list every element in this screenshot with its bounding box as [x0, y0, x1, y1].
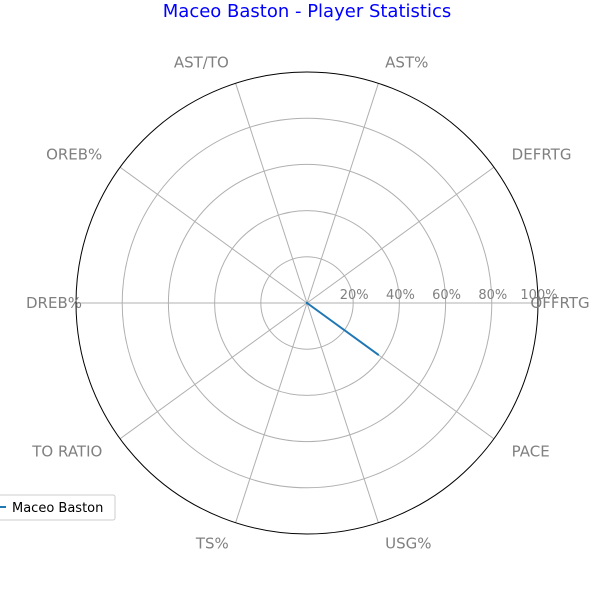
axis-label-usg-: USG% — [385, 535, 431, 553]
spoke-ast- — [306, 83, 379, 304]
axis-label-ast-to: AST/TO — [174, 53, 229, 71]
grid-circle-20 — [260, 256, 354, 350]
tick-label-80: 80% — [478, 288, 507, 303]
spoke-usg- — [306, 302, 379, 523]
legend: Maceo Baston — [0, 494, 116, 521]
radial-tick-labels: 20% 40% 60% 80% 100% — [340, 288, 558, 303]
axis-label-offrtg: OFFRTG — [530, 294, 589, 312]
grid-circle-80 — [121, 117, 493, 489]
chart-title: Maceo Baston - Player Statistics — [163, 1, 451, 22]
tick-label-60: 60% — [432, 288, 461, 303]
legend-label-maceo-baston: Maceo Baston — [12, 501, 103, 516]
radar-grid — [75, 71, 539, 535]
axis-labels: OFFRTG DEFRTG AST% AST/TO OREB% DREB% TO RATIO… — [26, 53, 590, 552]
axis-label-dreb-: DREB% — [26, 294, 82, 312]
spoke-ast-to — [235, 83, 308, 304]
tick-label-20: 20% — [340, 288, 369, 303]
series-line-maceo-baston — [306, 302, 380, 356]
data-point-usg- — [306, 302, 308, 304]
tick-label-40: 40% — [386, 288, 415, 303]
axis-label-oreb-: OREB% — [46, 145, 102, 163]
axis-label-defrtg: DEFRTG — [512, 145, 572, 163]
spoke-ts- — [235, 302, 308, 523]
data-point-pace — [377, 353, 380, 356]
spoke-defrtg — [306, 166, 495, 304]
axis-label-ast-: AST% — [385, 53, 428, 71]
tick-label-100: 100% — [520, 288, 557, 303]
spoke-oreb- — [119, 166, 308, 304]
axis-label-to-ratio: TO RATIO — [31, 443, 102, 461]
grid-circle-40 — [214, 210, 400, 396]
outer-circle — [75, 71, 539, 535]
series-layer — [306, 302, 380, 356]
spoke-to-ratio — [119, 302, 308, 440]
axis-label-pace: PACE — [512, 443, 550, 461]
legend-frame — [0, 494, 116, 521]
grid-circle-60 — [167, 163, 447, 443]
axis-label-ts-: TS% — [195, 535, 229, 553]
